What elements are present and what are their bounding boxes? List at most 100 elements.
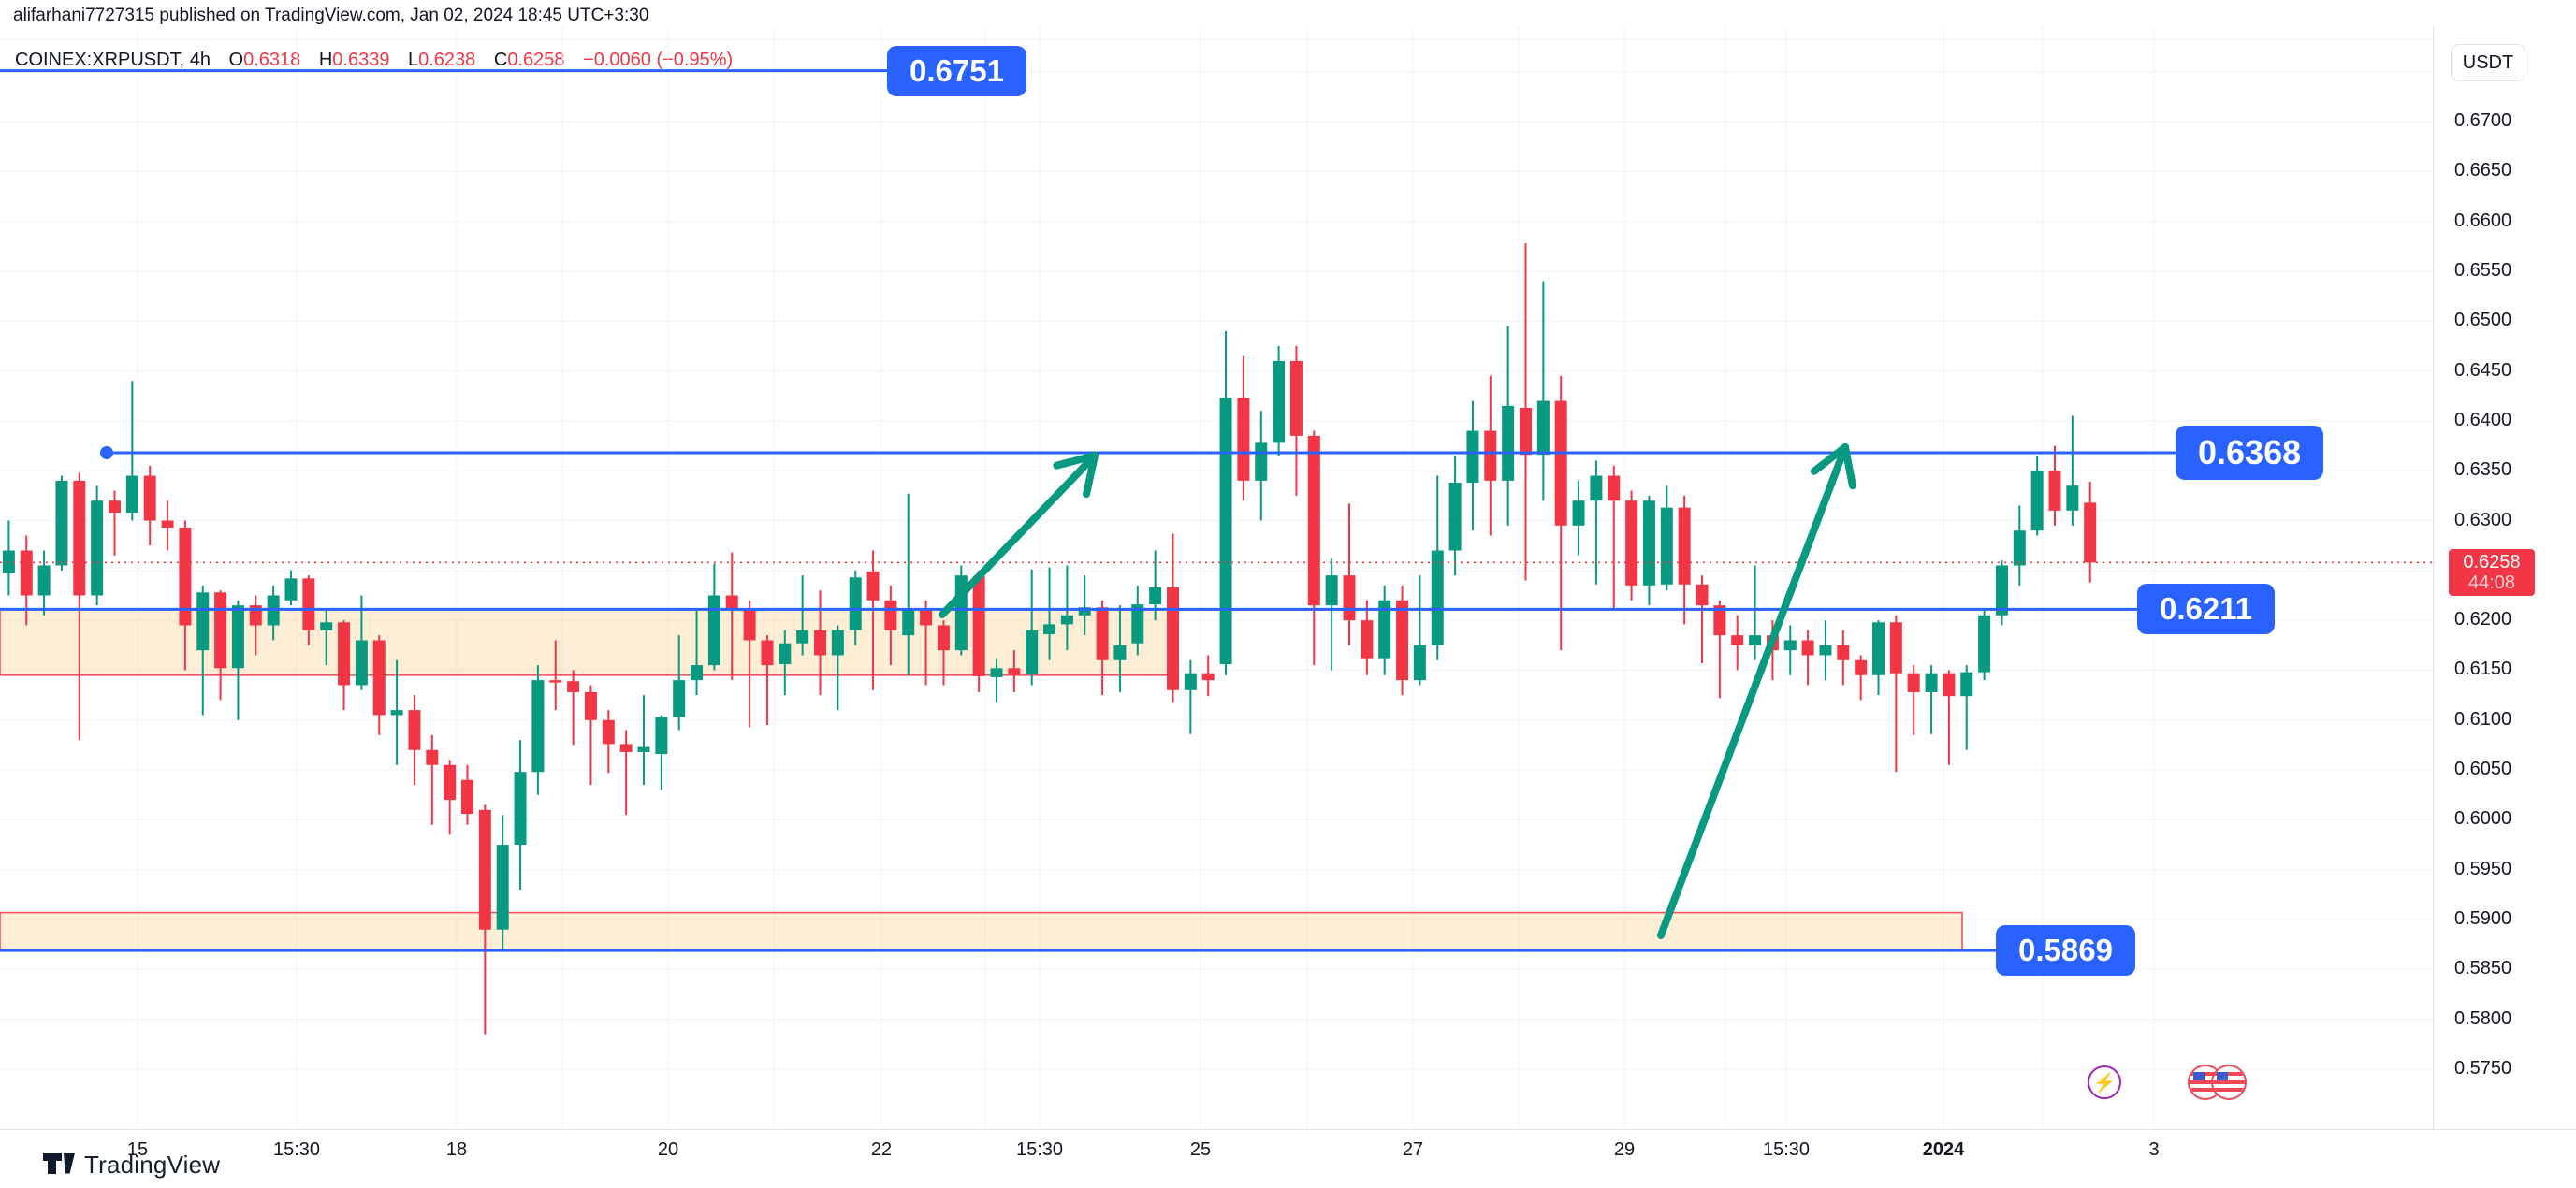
candle-body <box>1096 607 1109 660</box>
candle-body <box>20 550 33 596</box>
us-flag-event-icon[interactable] <box>2211 1065 2247 1100</box>
candle-body <box>1343 575 1356 621</box>
currency-button[interactable]: USDT <box>2451 44 2525 81</box>
candle-body <box>214 592 227 669</box>
candle-body <box>1149 587 1162 605</box>
candle-body <box>1361 620 1374 659</box>
candle-body <box>1289 360 1303 436</box>
tradingview-logo-text: TradingView <box>84 1151 221 1179</box>
candlestick-chart-canvas[interactable] <box>0 26 2433 1132</box>
candle-body <box>1184 673 1197 690</box>
candle-body <box>1396 600 1409 681</box>
candle-body <box>1907 673 1920 692</box>
candle-body <box>990 668 1003 677</box>
header-divider <box>0 39 2576 40</box>
candle-body <box>1678 507 1691 585</box>
price-tick-label: 0.6100 <box>2454 708 2512 730</box>
candle-body <box>338 622 351 686</box>
tradingview-logo-icon <box>43 1152 75 1178</box>
candle-body <box>2048 471 2061 511</box>
candle-body <box>355 640 368 686</box>
candle-body <box>2030 471 2044 531</box>
candle-body <box>55 480 68 566</box>
candle-body <box>426 749 439 765</box>
price-tick-label: 0.6000 <box>2454 808 2512 830</box>
price-tick-label: 0.6450 <box>2454 359 2512 381</box>
price-tick-label: 0.6650 <box>2454 160 2512 181</box>
time-tick-label: 15:30 <box>1015 1139 1064 1160</box>
candle-body <box>1026 630 1039 674</box>
candle-body <box>779 643 792 665</box>
candle-body <box>2 550 15 574</box>
candle-body <box>549 680 562 683</box>
time-axis[interactable]: 15 15:30 18 20 22 15:30 25 27 29 15:30 2024 3 <box>0 1129 2576 1173</box>
candle-body <box>1819 645 1832 656</box>
candle-body <box>866 571 880 601</box>
candle-body <box>849 577 862 630</box>
candle-body <box>1502 405 1515 481</box>
level-anchor-dot[interactable] <box>100 446 113 460</box>
trend-arrow[interactable] <box>1657 443 1849 939</box>
candle-body <box>637 746 650 752</box>
candle-body <box>1307 435 1320 606</box>
candle-body <box>231 605 244 669</box>
candle-body <box>91 500 104 596</box>
close-value: 0.6258 <box>507 50 565 70</box>
candle-body <box>1960 672 1973 697</box>
tradingview-logo[interactable]: TradingView <box>43 1151 220 1180</box>
price-tick-label: 0.6400 <box>2454 409 2512 430</box>
candle-body <box>1131 604 1144 644</box>
candle-body <box>1201 673 1215 681</box>
candle-body <box>1113 645 1127 660</box>
candle-body <box>1572 500 1585 526</box>
candle-body <box>1925 673 1938 692</box>
candle-body <box>302 578 315 630</box>
candle-body <box>1995 565 2008 616</box>
price-level-label[interactable]: 0.6368 <box>2176 426 2324 480</box>
candle-body <box>161 520 174 528</box>
price-tick-label: 0.6150 <box>2454 659 2512 680</box>
candle-body <box>1520 408 1532 456</box>
candle-body <box>1043 624 1056 635</box>
candle-body <box>390 710 403 716</box>
change-value: −0.0060 (−0.95%) <box>583 50 734 70</box>
candle-body <box>196 592 210 651</box>
candle-body <box>1660 507 1673 585</box>
supply-demand-zone[interactable] <box>0 911 1963 951</box>
candle-body <box>567 681 580 692</box>
open-value: 0.6318 <box>243 50 301 70</box>
price-tick-label: 0.6300 <box>2454 509 2512 530</box>
candle-body <box>884 600 897 630</box>
candle-body <box>1642 500 1655 586</box>
candle-body <box>531 680 545 773</box>
candle-body <box>937 625 950 651</box>
supply-demand-zone[interactable] <box>0 608 1175 676</box>
candle-body <box>1943 673 1956 697</box>
price-tick-label: 0.6200 <box>2454 609 2512 630</box>
candle-body <box>796 630 809 644</box>
candle-body <box>673 680 686 717</box>
time-tick-label: 15:30 <box>1762 1139 1811 1160</box>
price-tick-label: 0.6050 <box>2454 759 2512 780</box>
candle-body <box>1431 550 1444 645</box>
candle-body <box>1466 430 1479 484</box>
candle-body <box>444 764 457 801</box>
price-level-label[interactable]: 0.6211 <box>2137 584 2276 635</box>
time-tick-label: 3 <box>2148 1139 2160 1160</box>
price-tick-label: 0.5900 <box>2454 908 2512 930</box>
candle-body <box>37 565 51 596</box>
price-tick-label: 0.5800 <box>2454 1007 2512 1029</box>
candle-body <box>1978 615 1991 673</box>
price-level-label[interactable]: 0.6751 <box>887 45 1026 96</box>
price-tick-label: 0.6700 <box>2454 110 2512 131</box>
candle-body <box>831 630 844 656</box>
trend-arrow[interactable] <box>939 452 1099 618</box>
price-tick-label: 0.5950 <box>2454 858 2512 879</box>
candle-body <box>972 576 985 676</box>
price-axis[interactable]: USDT 0.6700 0.6650 0.6600 0.6550 0.6500 0.645… <box>2433 26 2576 1132</box>
lightning-event-icon[interactable]: ⚡ <box>2088 1065 2121 1099</box>
candle-body <box>514 772 527 846</box>
candle-body <box>1696 584 1709 606</box>
price-level-label[interactable]: 0.5869 <box>1996 925 2135 977</box>
bar-countdown: 44:08 <box>2467 572 2516 594</box>
